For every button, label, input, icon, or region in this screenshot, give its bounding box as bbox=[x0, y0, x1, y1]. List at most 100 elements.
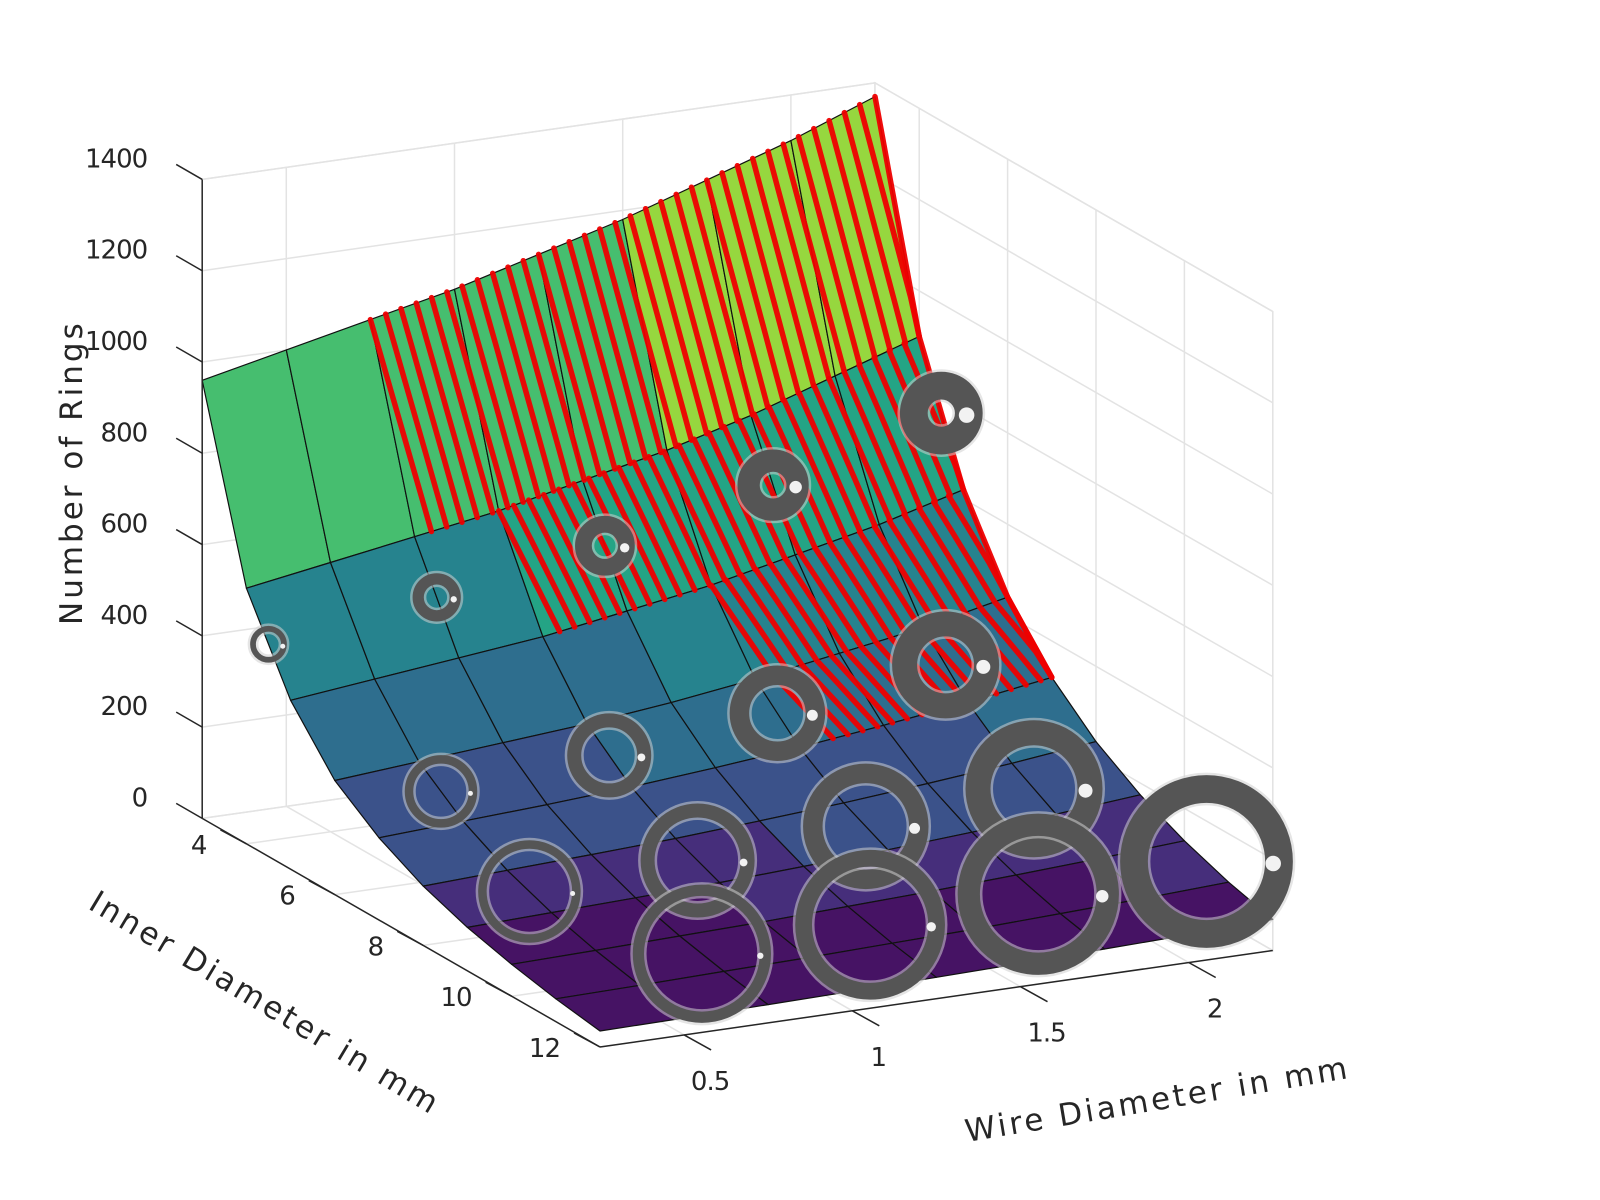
hatch-stroke bbox=[646, 454, 713, 589]
ring-image bbox=[734, 447, 812, 524]
y-tick-label: 4 bbox=[191, 831, 207, 861]
ring-highlight bbox=[976, 659, 991, 674]
hatch-stroke bbox=[616, 464, 683, 598]
y-axis-label: Inner Diameter in mm bbox=[83, 884, 447, 1123]
hatch-stroke bbox=[661, 448, 728, 583]
hatch-stroke bbox=[658, 198, 725, 431]
hatch-stroke bbox=[551, 245, 618, 472]
ring-image bbox=[727, 662, 828, 764]
hatch-stroke bbox=[916, 333, 967, 493]
ring-image bbox=[475, 837, 584, 946]
y-tick bbox=[308, 879, 336, 896]
hatch-stroke bbox=[872, 93, 922, 340]
ring-body bbox=[404, 755, 478, 828]
hatch-stroke bbox=[811, 383, 878, 529]
ring-highlight bbox=[450, 596, 457, 603]
z-tick-label: 1400 bbox=[85, 144, 147, 174]
hatch-stroke bbox=[505, 264, 572, 489]
x-tick bbox=[851, 1010, 880, 1027]
hatch-stroke bbox=[566, 238, 633, 467]
ring-highlight bbox=[637, 753, 646, 762]
ring-image bbox=[889, 608, 1002, 721]
z-tick bbox=[175, 620, 203, 637]
z-tick bbox=[175, 802, 203, 820]
ring-body bbox=[640, 803, 755, 918]
ring-image bbox=[1117, 772, 1296, 951]
hatch-stroke bbox=[691, 436, 758, 573]
ring-highlight bbox=[467, 790, 473, 796]
hatch-stroke bbox=[520, 257, 588, 483]
hatch-stroke bbox=[535, 251, 603, 478]
hatch-stroke bbox=[765, 148, 832, 382]
ring-image bbox=[792, 847, 948, 1003]
ring-highlight bbox=[806, 709, 818, 721]
x-tick bbox=[1020, 986, 1048, 1003]
ring-highlight bbox=[739, 858, 748, 867]
hatch-stroke bbox=[367, 316, 435, 535]
x-tick-label: 0.5 bbox=[691, 1067, 729, 1097]
ring-image bbox=[410, 570, 464, 624]
z-tick bbox=[175, 437, 203, 454]
z-tick bbox=[175, 255, 203, 272]
z-tick-label: 1200 bbox=[85, 236, 147, 266]
x-tick bbox=[683, 1034, 712, 1051]
hatch-stroke bbox=[811, 125, 878, 361]
x-tick-label: 2 bbox=[1207, 995, 1223, 1025]
hatch-stroke bbox=[612, 219, 679, 450]
hatch-stroke bbox=[688, 184, 756, 418]
hatch-stroke bbox=[474, 277, 542, 500]
hatch-stroke bbox=[781, 397, 848, 540]
ring-image bbox=[638, 801, 758, 921]
x-axis-label: Wire Diameter in mm bbox=[962, 1050, 1352, 1150]
hatch-stroke bbox=[495, 508, 563, 635]
hatch-stroke bbox=[780, 141, 848, 375]
ring-image bbox=[955, 811, 1122, 978]
hatch-stroke bbox=[736, 417, 803, 556]
hatch-stroke bbox=[841, 109, 909, 346]
y-tick bbox=[396, 930, 424, 947]
ring-image bbox=[572, 513, 638, 579]
hatch-stroke bbox=[734, 162, 802, 396]
ring-image bbox=[800, 761, 932, 892]
hatch-stroke bbox=[571, 481, 638, 612]
hatch-stroke bbox=[673, 191, 740, 424]
hatch-stroke bbox=[398, 305, 465, 525]
red-hatching-annotations bbox=[367, 93, 1055, 742]
hatch-stroke bbox=[510, 502, 578, 630]
hatch-stroke bbox=[752, 566, 881, 730]
z-tick-label: 0 bbox=[132, 783, 148, 813]
hatch-stroke bbox=[459, 283, 526, 505]
z-tick-label: 600 bbox=[101, 510, 148, 540]
y-tick-label: 6 bbox=[279, 882, 295, 912]
hatch-stroke bbox=[428, 294, 496, 516]
hatch-stroke bbox=[627, 213, 695, 443]
hatch-stroke bbox=[489, 270, 557, 494]
ring-highlight bbox=[789, 480, 802, 494]
z-tick bbox=[175, 711, 203, 728]
ring-highlight bbox=[926, 922, 936, 932]
hatch-stroke bbox=[916, 505, 1044, 684]
x-tick bbox=[1188, 961, 1217, 979]
ring-highlight bbox=[909, 822, 921, 834]
y-tick-label: 8 bbox=[368, 932, 384, 962]
ring-images bbox=[247, 369, 1296, 1026]
z-axis-label: Number of Rings bbox=[54, 320, 90, 625]
hatch-stroke bbox=[631, 459, 698, 593]
x-tick-label: 1 bbox=[871, 1043, 887, 1073]
hatch-stroke bbox=[719, 170, 786, 404]
ring-body bbox=[478, 840, 581, 943]
ring-image bbox=[897, 369, 986, 457]
hatch-stroke bbox=[795, 133, 863, 368]
hatch-stroke bbox=[767, 561, 896, 726]
ring-image bbox=[564, 710, 654, 800]
x-tick-label: 1.5 bbox=[1027, 1019, 1065, 1049]
hatch-stroke bbox=[413, 300, 481, 521]
hatch-stroke bbox=[796, 390, 863, 535]
y-tick bbox=[220, 829, 247, 845]
hatch-stroke bbox=[856, 361, 923, 511]
ring-body bbox=[795, 849, 945, 1000]
z-tick-label: 400 bbox=[101, 601, 148, 631]
hatch-stroke bbox=[597, 226, 664, 456]
z-tick-label: 200 bbox=[101, 692, 148, 722]
hatch-stroke bbox=[581, 232, 649, 461]
